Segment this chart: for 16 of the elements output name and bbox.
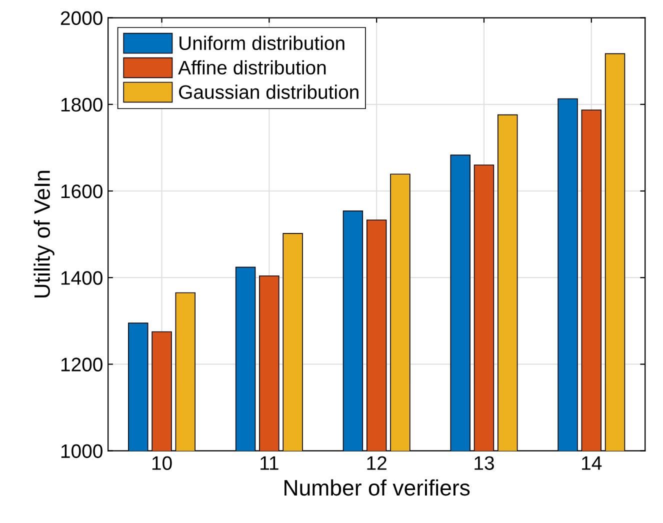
x-tick-label: 10 bbox=[152, 456, 172, 470]
y-tick-label: 1800 bbox=[61, 98, 102, 112]
y-tick-label: 2000 bbox=[60, 11, 102, 26]
x-axis-title: Number of verifiers bbox=[284, 479, 470, 496]
y-tick-label: 1200 bbox=[61, 358, 102, 372]
legend-label: Gaussian distribution bbox=[179, 84, 358, 99]
y-tick-label: 1600 bbox=[61, 184, 102, 198]
x-tick-label: 13 bbox=[474, 456, 494, 470]
legend-label: Uniform distribution bbox=[180, 36, 344, 50]
x-tick-label: 14 bbox=[582, 456, 602, 470]
y-axis-title: Utility of VeIn bbox=[34, 170, 54, 298]
x-tick-label: 12 bbox=[367, 456, 386, 470]
x-tick-label: 11 bbox=[260, 456, 278, 470]
y-tick-label: 1000 bbox=[61, 444, 102, 458]
y-tick-label: 1400 bbox=[61, 271, 102, 285]
legend-label: Affine distribution bbox=[178, 60, 326, 75]
